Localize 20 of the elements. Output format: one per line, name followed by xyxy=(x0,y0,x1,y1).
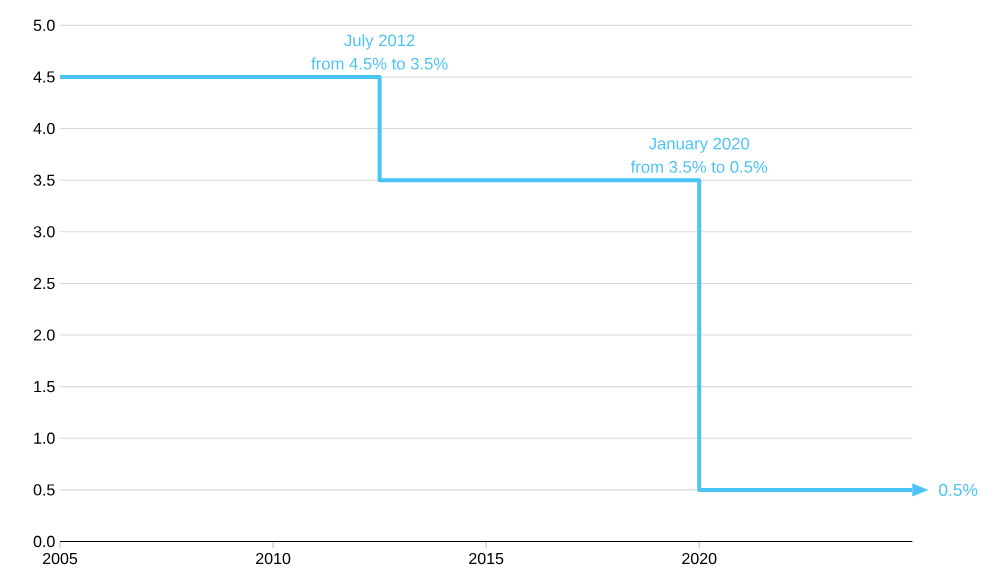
y-tick-label: 4.5 xyxy=(33,71,55,83)
y-tick-label: 4.0 xyxy=(33,123,55,135)
annotation: from 3.5% to 0.5% xyxy=(630,160,768,174)
x-tick-label: 2020 xyxy=(682,553,717,565)
y-tick-label: 1.5 xyxy=(34,381,55,393)
y-tick-label: 2.5 xyxy=(33,278,55,290)
x-tick-label: 2010 xyxy=(256,553,291,565)
x-tick-label: 2015 xyxy=(469,553,504,565)
y-tick-label: 0.0 xyxy=(33,536,55,548)
x-tick-label: 2005 xyxy=(43,553,78,565)
y-tick-label: 3.0 xyxy=(33,226,55,238)
annotation: January 2020 xyxy=(648,137,750,154)
y-tick-label: 2.0 xyxy=(33,329,55,341)
y-tick-label: 5.0 xyxy=(33,19,55,32)
annotation: from 4.5% to 3.5% xyxy=(311,57,448,70)
y-tick-label: 0.5 xyxy=(33,484,55,496)
y-tick-label: 3.5 xyxy=(33,174,55,187)
annotation: July 2012 xyxy=(344,34,415,50)
annotation: 0.5% xyxy=(939,483,978,497)
y-tick-label: 1.0 xyxy=(34,432,55,445)
